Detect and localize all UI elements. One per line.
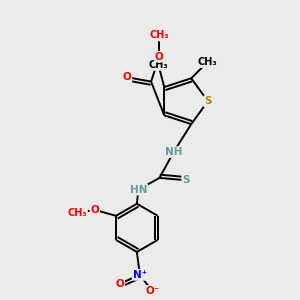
Text: O: O — [123, 72, 131, 82]
Text: CH₃: CH₃ — [198, 57, 217, 67]
Text: HN: HN — [130, 185, 147, 195]
Text: O: O — [116, 279, 124, 289]
Text: O: O — [155, 52, 164, 61]
Text: NH: NH — [165, 147, 182, 157]
Text: S: S — [204, 96, 212, 106]
Text: O⁻: O⁻ — [145, 286, 159, 296]
Text: N⁺: N⁺ — [133, 270, 147, 280]
Text: CH₃: CH₃ — [149, 31, 169, 40]
Text: S: S — [182, 175, 190, 185]
Text: CH₃: CH₃ — [68, 208, 87, 218]
Text: CH₃: CH₃ — [148, 60, 168, 70]
Text: O: O — [91, 205, 99, 215]
